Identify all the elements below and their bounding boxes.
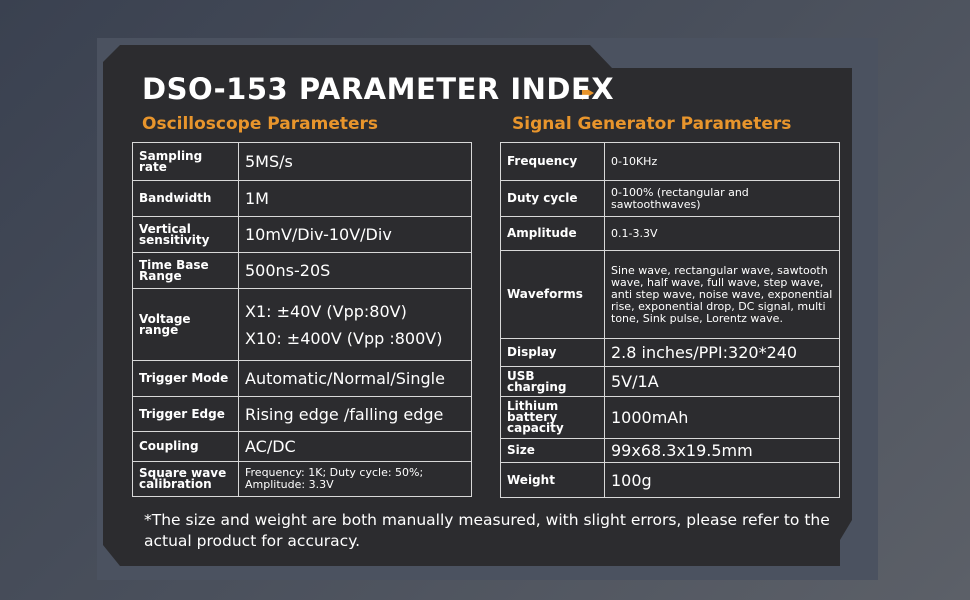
param-value: 10mV/Div-10V/Div bbox=[238, 216, 472, 253]
table-row: Weight 100g bbox=[500, 462, 840, 498]
param-value: 500ns-20S bbox=[238, 252, 472, 289]
param-value: 0-10KHz bbox=[604, 142, 840, 181]
title: DSO-153 PARAMETER INDEX bbox=[142, 72, 615, 106]
param-value: 1M bbox=[238, 180, 472, 217]
oscilloscope-table: Sampling rate 5MS/s Bandwidth 1M Vertical se… bbox=[132, 142, 472, 497]
param-name: Time Base Range bbox=[132, 252, 239, 289]
table-row: Sampling rate 5MS/s bbox=[132, 142, 472, 181]
param-name: Waveforms bbox=[500, 250, 605, 339]
param-value: 0.1-3.3V bbox=[604, 216, 840, 251]
generator-heading: Signal Generator Parameters bbox=[512, 114, 792, 134]
footnote: *The size and weight are both manually m… bbox=[144, 511, 830, 550]
param-name: Bandwidth bbox=[132, 180, 239, 217]
table-row: Trigger Edge Rising edge /falling edge bbox=[132, 396, 472, 432]
table-row: USB charging 5V/1A bbox=[500, 366, 840, 397]
param-name: Sampling rate bbox=[132, 142, 239, 181]
param-value: 1000mAh bbox=[604, 396, 840, 439]
param-name: USB charging bbox=[500, 366, 605, 397]
param-name: Weight bbox=[500, 462, 605, 498]
table-row: Size 99x68.3x19.5mm bbox=[500, 438, 840, 463]
param-name: Display bbox=[500, 338, 605, 367]
param-value: Sine wave, rectangular wave, sawtooth wa… bbox=[604, 250, 840, 339]
table-row: Time Base Range 500ns-20S bbox=[132, 252, 472, 289]
param-name: Duty cycle bbox=[500, 180, 605, 217]
param-value: X1: ±40V (Vpp:80V) X10: ±400V (Vpp :800V) bbox=[238, 288, 472, 361]
table-row: Coupling AC/DC bbox=[132, 431, 472, 462]
param-name: Vertical sensitivity bbox=[132, 216, 239, 253]
param-value: 5V/1A bbox=[604, 366, 840, 397]
table-row: Lithium battery capacity 1000mAh bbox=[500, 396, 840, 439]
param-name: Lithium battery capacity bbox=[500, 396, 605, 439]
param-value: Automatic/Normal/Single bbox=[238, 360, 472, 397]
param-name: Voltage range bbox=[132, 288, 239, 361]
param-value-line: X1: ±40V (Vpp:80V) bbox=[245, 301, 407, 321]
param-name: Coupling bbox=[132, 431, 239, 462]
param-value: 100g bbox=[604, 462, 840, 498]
table-row: Trigger Mode Automatic/Normal/Single bbox=[132, 360, 472, 397]
table-row: Bandwidth 1M bbox=[132, 180, 472, 217]
param-name: Frequency bbox=[500, 142, 605, 181]
table-row: Duty cycle 0-100% (rectangular and sawtoo… bbox=[500, 180, 840, 217]
table-row: Vertical sensitivity 10mV/Div-10V/Div bbox=[132, 216, 472, 253]
param-value: 2.8 inches/PPI:320*240 bbox=[604, 338, 840, 367]
param-name: Size bbox=[500, 438, 605, 463]
param-value: 5MS/s bbox=[238, 142, 472, 181]
table-row: Waveforms Sine wave, rectangular wave, sa… bbox=[500, 250, 840, 339]
param-name: Trigger Edge bbox=[132, 396, 239, 432]
table-row: Amplitude 0.1-3.3V bbox=[500, 216, 840, 251]
param-value: Rising edge /falling edge bbox=[238, 396, 472, 432]
param-value: AC/DC bbox=[238, 431, 472, 462]
table-row: Frequency 0-10KHz bbox=[500, 142, 840, 181]
param-name: Amplitude bbox=[500, 216, 605, 251]
oscilloscope-heading: Oscilloscope Parameters bbox=[142, 114, 379, 134]
param-name: Trigger Mode bbox=[132, 360, 239, 397]
param-value: 0-100% (rectangular and sawtoothwaves) bbox=[604, 180, 840, 217]
param-value: 99x68.3x19.5mm bbox=[604, 438, 840, 463]
title-arrow bbox=[582, 86, 594, 100]
table-row: Display 2.8 inches/PPI:320*240 bbox=[500, 338, 840, 367]
table-row: Voltage range X1: ±40V (Vpp:80V) X10: ±400… bbox=[132, 288, 472, 361]
param-name: Square wave calibration bbox=[132, 461, 239, 497]
table-row: Square wave calibration Frequency: 1K; Du… bbox=[132, 461, 472, 497]
param-value-line: X10: ±400V (Vpp :800V) bbox=[245, 328, 443, 348]
generator-table: Frequency 0-10KHz Duty cycle 0-100% (rectan… bbox=[500, 142, 840, 498]
param-value: Frequency: 1K; Duty cycle: 50%; Amplitud… bbox=[238, 461, 472, 497]
